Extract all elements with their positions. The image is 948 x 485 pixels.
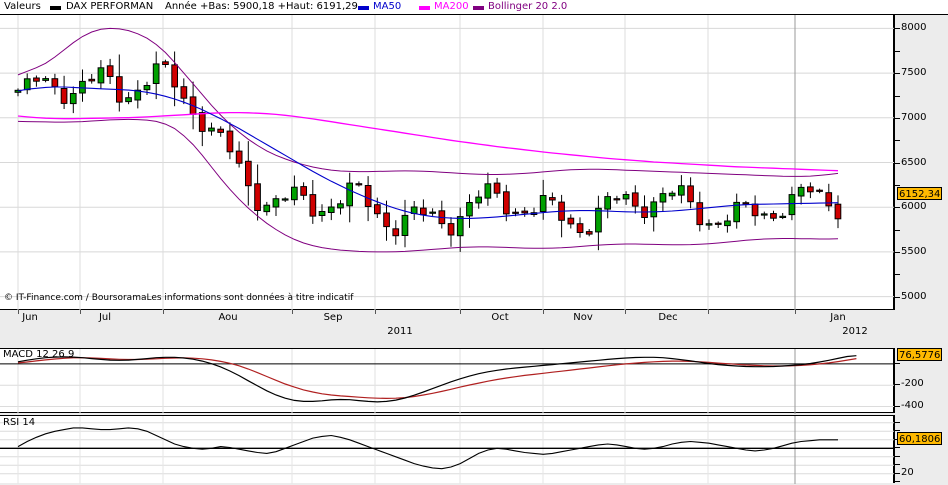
price-axis-label: 6500 (901, 156, 927, 168)
ma200-swatch (419, 6, 430, 10)
date-axis-tick (460, 310, 461, 314)
macd-axis-label: -200 (901, 378, 924, 390)
price-value-axis: 8000 7500 7000 6500 6000 5500 5000 6152,34 (894, 15, 948, 310)
axis-tick (895, 447, 900, 449)
axis-tick (895, 162, 900, 164)
macd-chart-svg (0, 349, 894, 414)
date-axis-month: Dec (658, 312, 678, 323)
price-chart-panel[interactable] (0, 15, 894, 310)
rsi-current-value-badge[interactable]: 60,1806 (897, 431, 943, 445)
legend-item-bollinger[interactable]: Bollinger 20 2.0 (488, 1, 568, 12)
date-axis-month: Sep (323, 312, 343, 323)
axis-tick (895, 95, 900, 97)
date-axis-month: Nov (573, 312, 593, 323)
date-axis-month: Aou (218, 312, 238, 323)
date-axis-tick (543, 310, 544, 314)
date-axis-month: Oct (491, 312, 509, 323)
price-chart-svg (0, 15, 894, 310)
date-axis-tick (625, 310, 626, 314)
axis-tick (895, 421, 900, 423)
axis-tick (895, 362, 900, 364)
axis-tick (895, 28, 900, 30)
rsi-value-axis: 20 60,1806 (894, 415, 948, 483)
ma50-swatch (358, 6, 369, 10)
price-axis-label: 7000 (901, 111, 927, 123)
axis-tick (895, 455, 900, 457)
date-axis: Jun Jul Aou Sep Oct Nov Dec Jan 2011 2012 (0, 310, 948, 348)
date-axis-month: Jun (22, 312, 38, 323)
axis-tick (895, 481, 900, 483)
date-axis-tick (163, 310, 164, 314)
date-axis-month: Jan (830, 312, 846, 323)
rsi-indicator-panel[interactable]: RSI 14 (0, 415, 894, 484)
legend-values-label: Valeurs (4, 1, 41, 12)
date-axis-tick (292, 310, 293, 314)
axis-tick (895, 274, 900, 276)
date-axis-tick (18, 310, 19, 314)
rsi-axis-label: 20 (901, 466, 914, 478)
axis-tick (895, 296, 900, 298)
axis-tick (895, 117, 900, 119)
price-axis-label: 6000 (901, 201, 927, 213)
legend-instrument-label: DAX PERFORMAN (66, 1, 154, 12)
axis-tick (895, 229, 900, 231)
macd-axis-label: -400 (901, 399, 924, 411)
price-axis-label: 5000 (901, 290, 927, 302)
axis-tick (895, 207, 900, 209)
copyright-notice: © IT-Finance.com / BoursoramaLes informa… (4, 293, 354, 303)
macd-panel-title: MACD 12 26 9 (3, 349, 75, 360)
axis-tick (895, 50, 900, 52)
macd-indicator-panel[interactable]: MACD 12 26 9 (0, 348, 894, 414)
price-axis-label: 8000 (901, 22, 927, 34)
chart-legend-bar: Valeurs DAX PERFORMAN Année +Bas: 5900,1… (0, 0, 948, 15)
macd-value-axis: -200 -400 76,5776 (894, 348, 948, 413)
rsi-panel-title: RSI 14 (3, 417, 36, 428)
date-axis-tick (375, 310, 376, 314)
legend-stats-label: Année +Bas: 5900,18 +Haut: 6191,29 (165, 1, 358, 12)
date-axis-month: Jul (98, 312, 112, 323)
axis-tick (895, 384, 900, 386)
date-axis-tick (708, 310, 709, 314)
price-current-value-badge[interactable]: 6152,34 (897, 186, 943, 200)
legend-item-ma200[interactable]: MA200 (434, 1, 469, 12)
axis-tick (895, 73, 900, 75)
axis-tick (895, 464, 900, 466)
bollinger-swatch (473, 6, 484, 10)
legend-item-ma50[interactable]: MA50 (373, 1, 402, 12)
date-axis-year: 2012 (842, 326, 868, 337)
macd-current-value-badge[interactable]: 76,5776 (897, 348, 943, 361)
date-axis-tick (80, 310, 81, 314)
price-axis-label: 7500 (901, 67, 927, 79)
axis-tick (895, 430, 900, 432)
axis-tick (895, 140, 900, 142)
instrument-swatch (50, 6, 61, 10)
date-axis-year: 2011 (387, 326, 413, 337)
rsi-chart-svg (0, 416, 894, 484)
price-axis-label: 5500 (901, 245, 927, 257)
axis-tick (895, 184, 900, 186)
axis-tick (895, 405, 900, 407)
axis-tick (895, 251, 900, 253)
date-axis-tick (795, 310, 796, 314)
axis-tick (895, 472, 900, 474)
